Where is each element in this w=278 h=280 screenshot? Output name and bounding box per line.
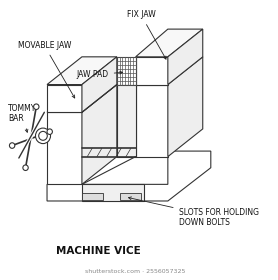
Circle shape (9, 143, 15, 148)
Text: JAW PAD: JAW PAD (77, 70, 123, 79)
Text: MACHINE VICE: MACHINE VICE (56, 246, 140, 256)
Polygon shape (47, 85, 82, 112)
Circle shape (34, 104, 39, 109)
Polygon shape (136, 85, 168, 157)
Polygon shape (47, 151, 211, 201)
Circle shape (47, 129, 52, 134)
Polygon shape (117, 57, 136, 85)
Polygon shape (136, 29, 203, 57)
Polygon shape (47, 112, 82, 184)
Polygon shape (47, 57, 117, 85)
Polygon shape (82, 85, 117, 184)
Text: SLOTS FOR HOLDING
DOWN BOLTS: SLOTS FOR HOLDING DOWN BOLTS (128, 197, 259, 227)
Polygon shape (82, 184, 144, 201)
Circle shape (36, 128, 51, 144)
Polygon shape (136, 57, 203, 85)
Polygon shape (82, 57, 117, 112)
Polygon shape (168, 57, 203, 157)
Text: FIX JAW: FIX JAW (126, 10, 166, 59)
Polygon shape (168, 29, 203, 85)
Text: shutterstock.com · 2556057325: shutterstock.com · 2556057325 (85, 269, 186, 274)
Bar (120, 193, 141, 200)
Polygon shape (136, 57, 168, 85)
Polygon shape (117, 85, 136, 157)
Text: TOMMY
BAR: TOMMY BAR (8, 104, 36, 132)
Circle shape (23, 165, 28, 171)
Text: MOVABLE JAW: MOVABLE JAW (18, 41, 75, 98)
Polygon shape (47, 85, 117, 112)
Bar (82, 193, 103, 200)
Circle shape (39, 131, 47, 140)
